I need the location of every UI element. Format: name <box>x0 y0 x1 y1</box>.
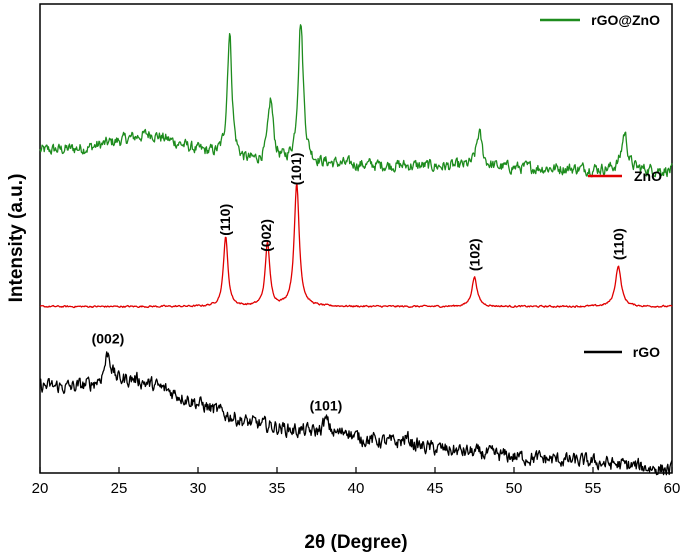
peak-annotations: (110) (002) (101) (102) (110) (002) (101) <box>92 153 627 414</box>
series-line-rgo <box>39 351 673 476</box>
series-line-rgo-zno <box>39 24 673 178</box>
x-tick-label: 50 <box>506 480 523 497</box>
legend-label-zno: ZnO <box>634 168 662 184</box>
legend-label-rgo-zno: rGO@ZnO <box>591 12 660 28</box>
peak-label: (002) <box>92 330 125 346</box>
x-axis-ticks: 20 25 30 35 40 45 50 55 60 <box>32 467 681 497</box>
x-tick-label: 55 <box>585 480 602 497</box>
peak-label: (102) <box>467 238 483 271</box>
x-tick-label: 35 <box>269 480 286 497</box>
x-tick-label: 45 <box>427 480 444 497</box>
series-line-zno <box>39 183 673 309</box>
peak-label: (101) <box>288 153 304 186</box>
peak-label: (110) <box>610 228 626 260</box>
x-tick-label: 60 <box>664 480 681 497</box>
x-tick-label: 25 <box>111 480 128 497</box>
peak-label: (110) <box>217 204 233 236</box>
legend: rGO@ZnO ZnO rGO <box>540 12 662 360</box>
peak-label: (101) <box>310 398 343 414</box>
plot-frame <box>39 3 673 474</box>
series-layer <box>39 24 673 476</box>
legend-label-rgo: rGO <box>633 344 660 360</box>
x-axis-title: 2θ (Degree) <box>304 532 407 553</box>
y-axis-title: Intensity (a.u.) <box>6 174 27 303</box>
x-tick-label: 40 <box>348 480 365 497</box>
peak-label: (002) <box>258 219 274 252</box>
x-tick-label: 30 <box>190 480 207 497</box>
x-tick-label: 20 <box>32 480 49 497</box>
